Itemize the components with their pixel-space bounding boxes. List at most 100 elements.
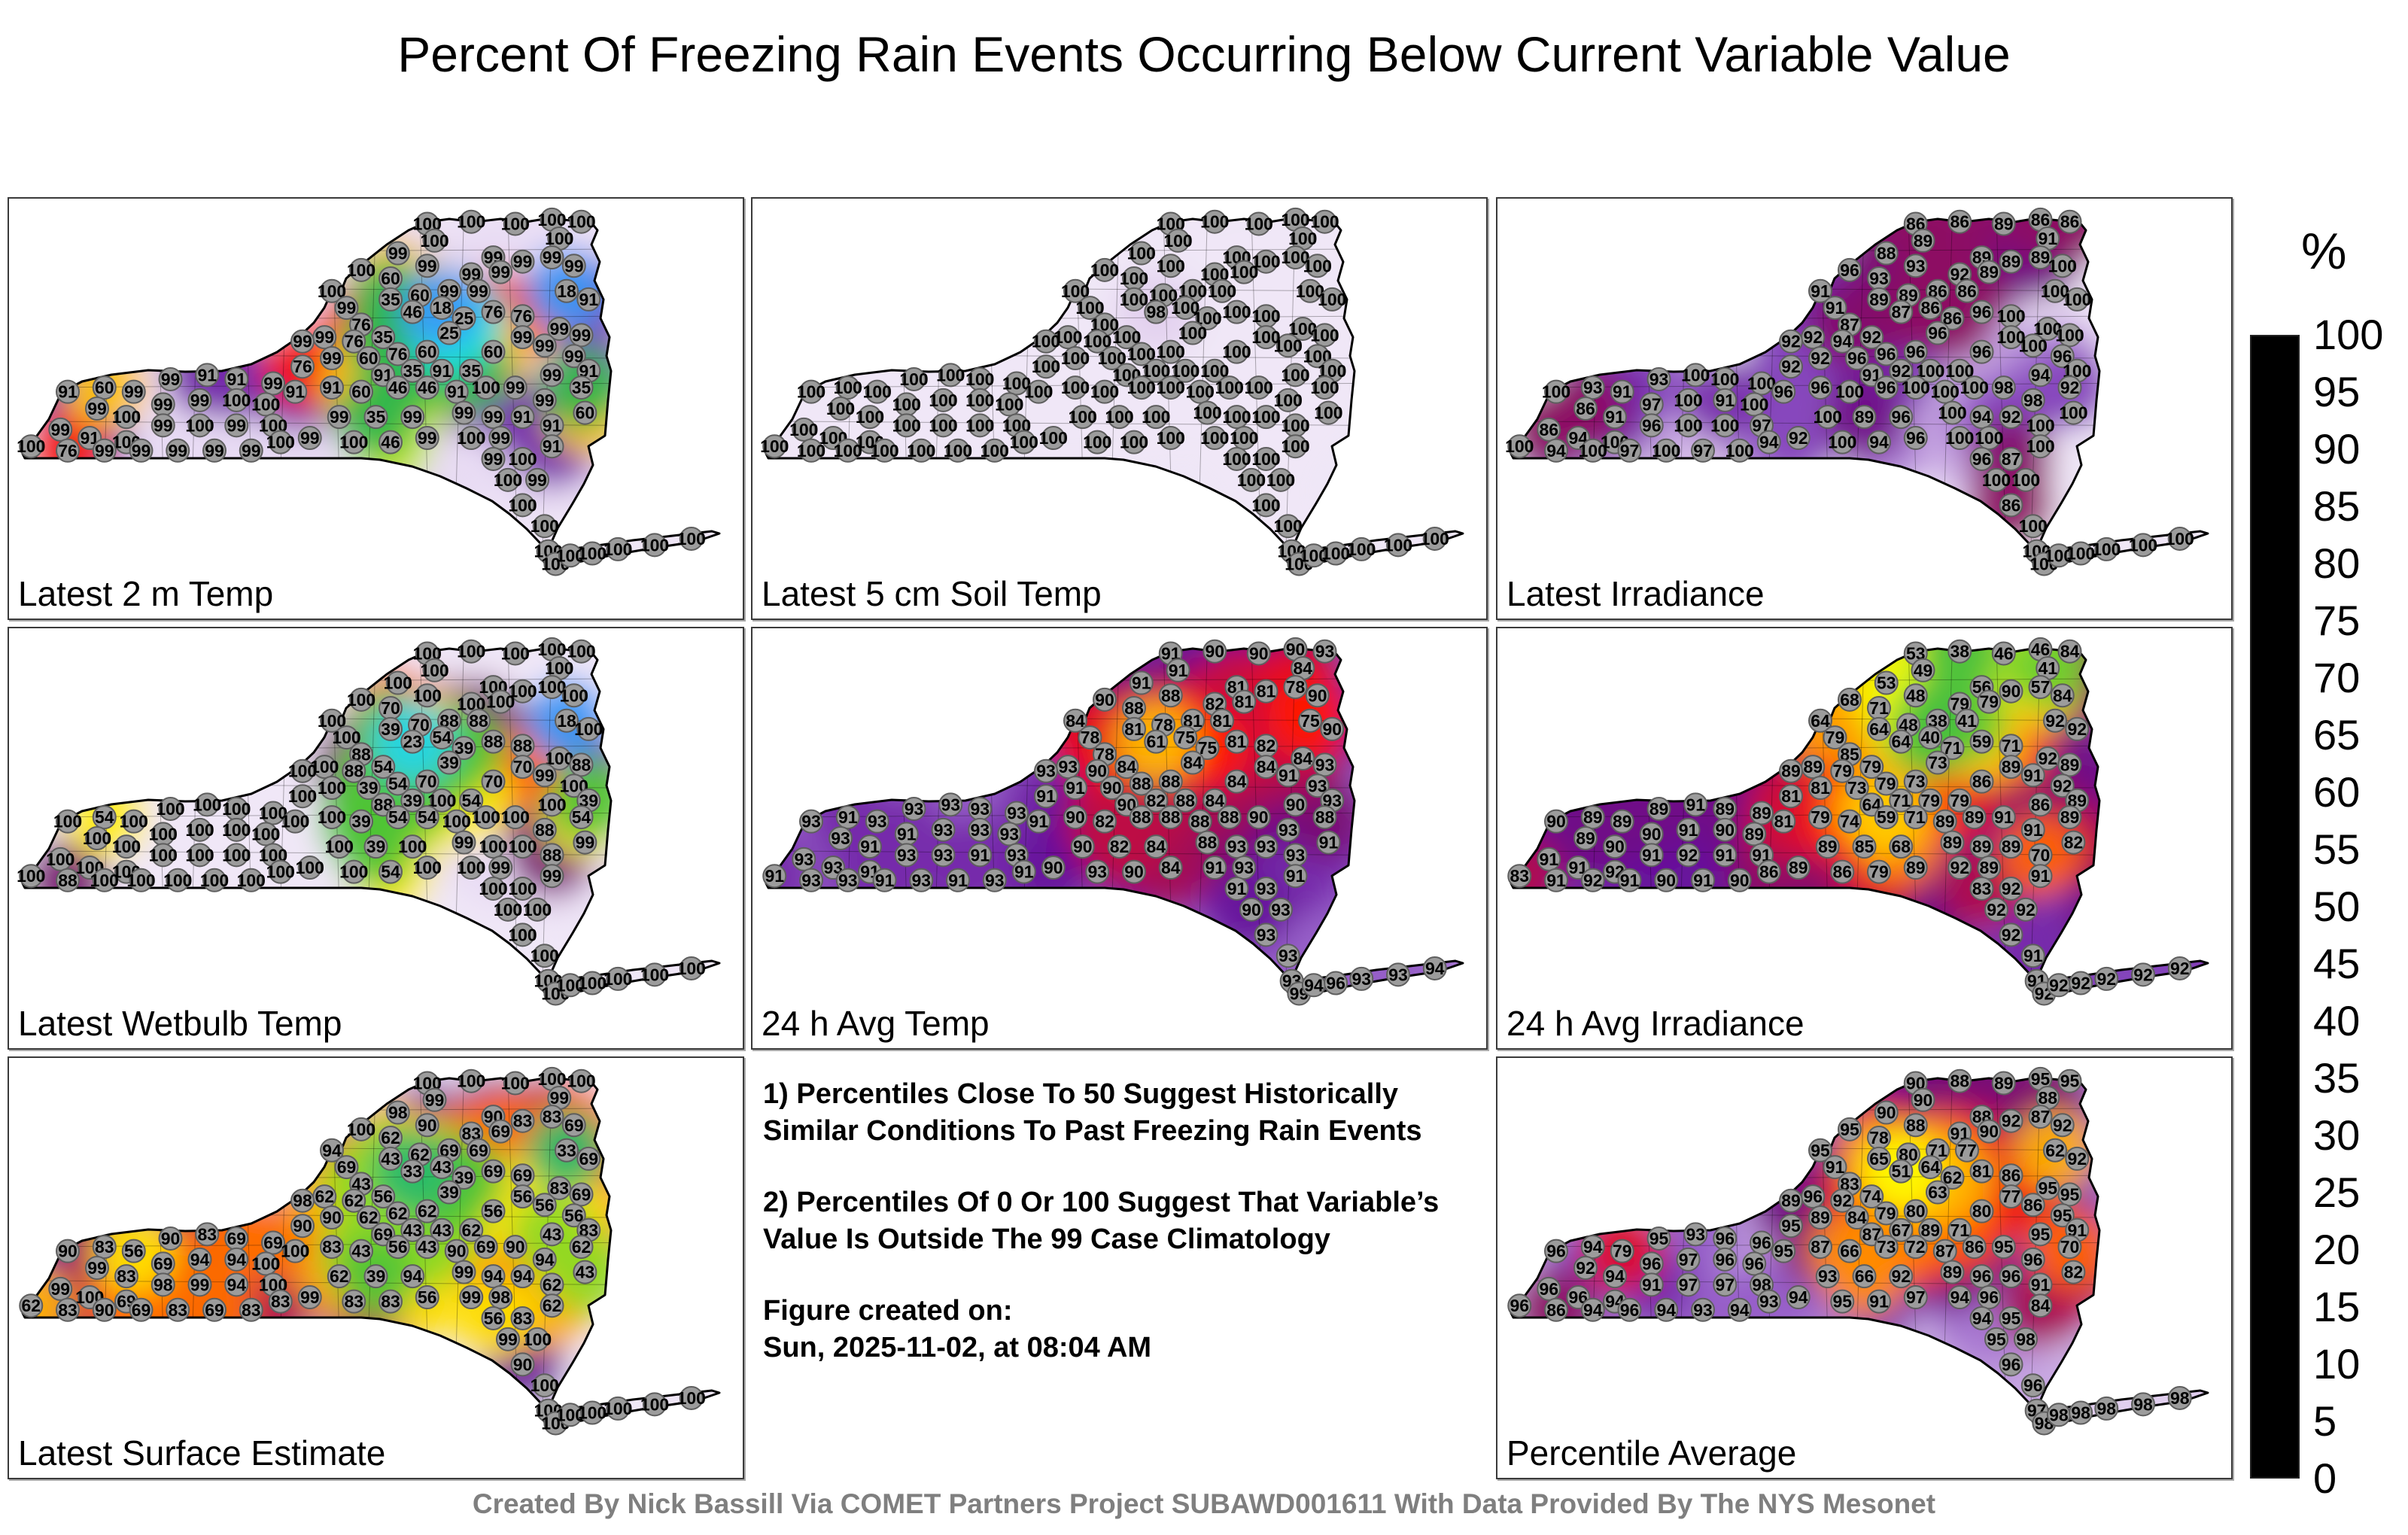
station-value: 92 [2002,407,2021,427]
station-value: 96 [1972,302,1992,322]
station-value: 79 [1826,728,1845,747]
station-value: 54 [95,807,114,827]
station-value: 93 [1007,804,1026,823]
station-value: 69 [491,1122,510,1141]
station-value: 100 [995,394,1023,414]
station-value: 99 [549,1088,569,1108]
station-value: 54 [373,757,393,777]
station-value: 81 [1781,786,1801,806]
station-value: 100 [457,428,485,448]
station-value: 93 [1278,820,1298,840]
map-24h-avg-temp: 91 90 90 90 93 91 84 91 88 81 81 78 90 90 88 82 81 81 78 81… [752,628,1486,1048]
station-value: 79 [1979,692,1999,712]
station-value: 89 [1789,858,1808,877]
station-value: 90 [1249,807,1269,827]
station-value: 91 [2023,946,2043,965]
station-value: 99 [491,263,510,282]
station-value: 82 [2064,1263,2084,1282]
station-value: 99 [491,858,510,877]
station-value: 96 [1620,1300,1640,1320]
map-latest-5cm-soil-temp: 100 100 100 100 100 100 100 100 100 100 100 100 100 1… [752,199,1486,619]
station-value: 62 [381,1128,400,1147]
station-value: 83 [543,1107,562,1126]
colorbar-tick-100: 100 [2313,311,2384,358]
station-value: 76 [344,332,363,351]
station-value: 100 [2011,470,2040,490]
station-value: 100 [1200,428,1229,448]
station-value: 35 [461,361,481,381]
station-value: 88 [484,732,503,752]
station-value: 99 [491,428,510,448]
station-value: 86 [1972,772,1992,792]
station-value: 89 [1965,807,1984,827]
station-value: 100 [1251,407,1280,427]
station-value: 100 [185,415,214,435]
station-value: 69 [476,1237,496,1257]
station-value: 99 [337,298,357,318]
station-value: 84 [1205,791,1224,810]
station-value: 100 [501,1073,530,1093]
station-value: 67 [1891,1220,1911,1240]
station-value: 99 [154,394,173,414]
station-value: 94 [484,1266,503,1286]
station-value: 100 [281,812,309,831]
station-value: 99 [535,765,555,785]
station-value: 93 [1583,378,1603,397]
station-value: 86 [2060,212,2080,232]
station-value: 91 [1286,866,1306,886]
station-value: 96 [1642,415,1662,435]
station-value: 88 [1906,1115,1926,1135]
station-value: 91 [1686,795,1705,814]
station-value: 100 [531,946,559,965]
station-value: 96 [1877,344,1896,363]
station-value: 92 [1862,327,1881,347]
station-value: 94 [1972,1309,1992,1328]
station-value: 92 [2096,969,2116,989]
station-value: 100 [1251,449,1280,469]
station-value: 100 [259,804,287,823]
station-value: 99 [293,332,312,351]
station-value: 100 [413,685,442,705]
station-value: 95 [2031,1069,2051,1089]
station-value: 93 [1087,862,1107,882]
station-value: 100 [384,673,412,693]
station-value: 95 [1811,1141,1830,1160]
station-value: 97 [1906,1287,1926,1307]
station-value: 99 [425,1090,445,1110]
station-value: 92 [1811,348,1830,368]
station-value: 90 [513,1354,533,1374]
station-value: 88 [1315,807,1335,827]
station-value: 100 [2045,546,2073,565]
station-value: 100 [17,866,45,886]
station-value: 100 [2019,336,2048,355]
station-value: 100 [1208,281,1236,301]
station-value: 91 [2031,1275,2051,1294]
station-value: 96 [2002,1354,2021,1374]
station-value: 89 [1914,231,1933,251]
colorbar-tick-40: 40 [2313,997,2361,1044]
station-value: 100 [1266,470,1295,490]
station-value: 90 [1087,761,1107,781]
station-value: 90 [418,1115,437,1135]
station-value: 100 [1960,378,1989,397]
station-value: 46 [418,378,437,397]
station-value: 59 [1877,807,1896,827]
station-value: 54 [461,791,481,810]
station-value: 100 [1281,248,1309,267]
station-value: 89 [1920,1220,1940,1240]
station-value: 100 [567,642,595,661]
station-value: 100 [1938,403,1966,423]
station-value: 97 [1679,1275,1698,1294]
colorbar-unit-label: % [2301,223,2347,280]
station-value: 83 [271,1292,290,1312]
station-value: 100 [222,391,251,410]
station-value: 100 [398,837,427,856]
panel-label: Latest Surface Estimate [18,1433,386,1473]
station-value: 100 [556,546,585,565]
station-value: 99 [50,1279,70,1299]
station-value: 86 [1832,862,1852,882]
station-value: 84 [1183,753,1202,773]
station-value: 99 [95,441,114,460]
station-value: 91 [1319,833,1339,853]
station-value: 35 [366,407,386,427]
